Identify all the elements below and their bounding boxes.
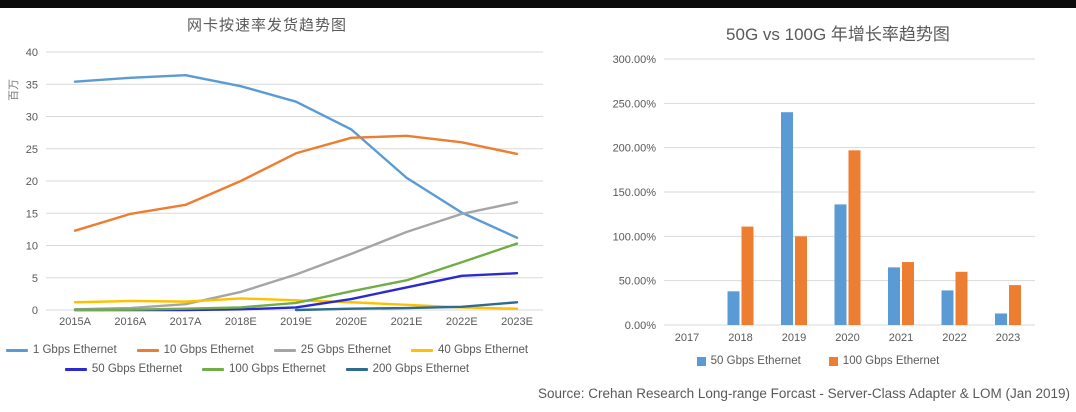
legend-row: 50 Gbps Ethernet 100 Gbps Ethernet 200 Gbp… [64,363,470,375]
y-tick-label: 200.00% [613,143,657,155]
legend-row: 50 Gbps Ethernet 100 Gbps Ethernet [696,355,940,367]
bar-chart-legend: 50 Gbps Ethernet 100 Gbps Ethernet [560,355,1076,367]
line-series [294,301,519,312]
x-tick-label: 2015A [59,316,91,328]
legend-item: 50 Gbps Ethernet [696,355,801,367]
x-tick-label: 2018 [728,332,752,344]
legend-swatch [828,356,838,366]
bar [1009,285,1021,325]
source-note: Source: Crehan Research Long-range Forca… [538,386,1070,401]
y-tick-label: 40 [26,47,38,59]
line-chart-title: 网卡按速率发货趋势图 [186,17,347,34]
y-tick-label: 15 [26,208,38,220]
line-chart-plot-area: 0 5 10 15 20 25 30 35 40 2015A 2016A 2017A 2018E 2019… [26,47,543,328]
x-tick-label: 2019E [280,316,312,328]
legend-item: 10 Gbps Ethernet [136,344,254,356]
legend-item: 100 Gbps Ethernet [828,355,940,367]
line-series [73,134,519,232]
x-tick-label: 2021 [889,332,913,344]
bar [995,313,1007,325]
x-tick-label: 2022E [446,316,478,328]
y-tick-label: 10 [26,241,38,253]
x-tick-label: 2018E [225,316,257,328]
legend-swatch [696,356,706,366]
line-chart-legend: 1 Gbps Ethernet 10 Gbps Ethernet 25 Gbps E… [0,344,534,375]
y-tick-label: 20 [26,176,38,188]
x-tick-label: 2021E [391,316,423,328]
bar [834,204,847,325]
y-tick-label: 150.00% [613,187,657,199]
legend-swatch [136,348,159,352]
y-tick-label: 100.00% [613,231,657,243]
bar [941,290,954,325]
legend-item: 25 Gbps Ethernet [273,344,391,356]
bar [848,150,861,325]
x-tick-label: 2017 [675,332,699,344]
x-tick-label: 2020 [835,332,859,344]
legend-swatch [5,348,28,352]
legend-row: 1 Gbps Ethernet 10 Gbps Ethernet 25 Gbps E… [5,344,529,356]
legend-item: 1 Gbps Ethernet [5,344,117,356]
line-series [73,74,519,239]
bar [902,262,914,325]
legend-label: 200 Gbps Ethernet [372,363,470,375]
bar [727,291,740,325]
legend-label: 25 Gbps Ethernet [300,344,391,356]
bar [741,226,754,325]
bar-chart-title: 50G vs 100G 年增长率趋势图 [726,25,950,44]
y-tick-label: 300.00% [613,54,657,66]
legend-swatch [345,367,368,371]
y-tick-label: 50.00% [619,276,657,288]
legend-item: 200 Gbps Ethernet [345,363,470,375]
y-tick-label: 250.00% [613,98,657,110]
legend-label: 50 Gbps Ethernet [91,363,183,375]
y-tick-label: 5 [32,273,38,285]
legend-item: 50 Gbps Ethernet [64,363,183,375]
legend-label: 100 Gbps Ethernet [842,355,940,367]
x-tick-label: 2023E [501,316,533,328]
x-tick-label: 2019 [782,332,806,344]
legend-label: 40 Gbps Ethernet [437,344,529,356]
legend-label: 100 Gbps Ethernet [229,363,326,375]
y-tick-label: 25 [26,144,38,156]
legend-label: 10 Gbps Ethernet [163,344,254,356]
x-tick-label: 2017A [170,316,202,328]
growth-bar-chart: 50G vs 100G 年增长率趋势图 0.00% 50.00% 100.00% 15… [560,8,1076,412]
legend-item: 40 Gbps Ethernet [410,344,529,356]
legend-swatch [273,348,296,352]
line-series [73,242,519,312]
bar [888,267,900,325]
line-series [73,272,519,312]
x-tick-label: 2023 [996,332,1020,344]
x-tick-label: 2022 [942,332,966,344]
legend-swatch [64,367,87,371]
y-tick-label: 0 [32,305,38,317]
top-border-bar [0,0,1076,8]
shipments-line-chart: 网卡按速率发货趋势图 百万 0 5 10 15 20 25 30 35 40 2015A 2016A… [0,8,560,412]
bar [955,271,968,325]
y-tick-label: 30 [26,112,38,124]
line-series [73,201,519,311]
legend-swatch [202,367,225,371]
x-tick-label: 2016A [114,316,146,328]
x-tick-label: 2020E [335,316,367,328]
y-tick-label: 0.00% [625,320,656,332]
legend-item: 100 Gbps Ethernet [202,363,326,375]
y-tick-label: 35 [26,79,38,91]
legend-swatch [410,348,433,352]
bar [795,236,807,325]
legend-label: 50 Gbps Ethernet [710,355,801,367]
bar [781,112,793,325]
legend-label: 1 Gbps Ethernet [32,344,117,356]
bar-chart-plot-area: 0.00% 50.00% 100.00% 150.00% 200.00% 250.00% 3… [613,54,1035,344]
